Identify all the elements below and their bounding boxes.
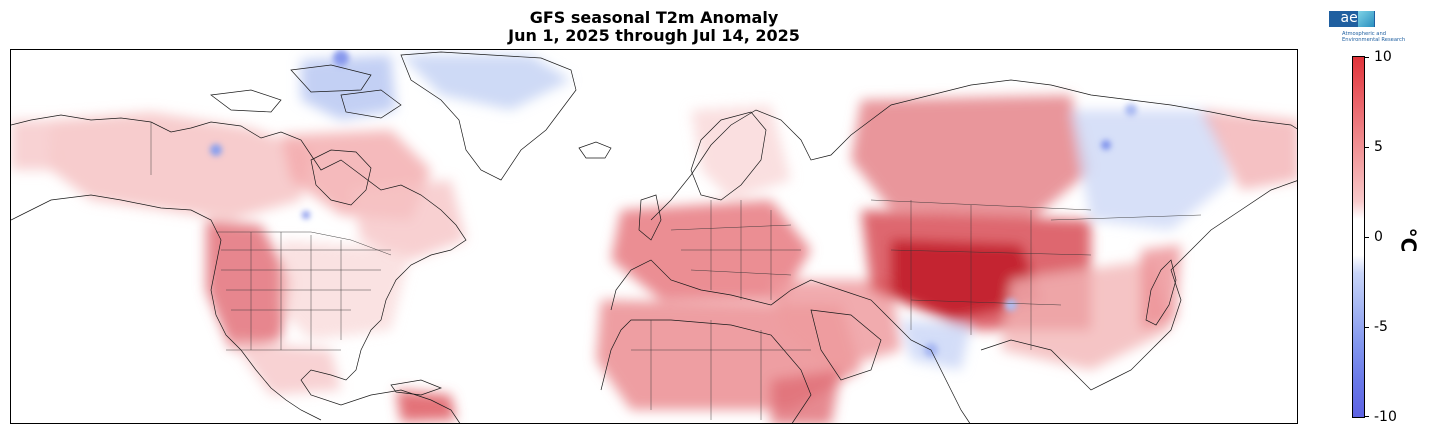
cool-anomaly-specks [210, 50, 1137, 357]
political-borders [150, 122, 1202, 420]
colorbar-tick-label: -10 [1374, 409, 1397, 425]
aer-logo-subtitle: Atmospheric and Environmental Research [1342, 31, 1405, 43]
map-title: GFS seasonal T2m Anomaly [529, 8, 779, 27]
colorbar-tick [1365, 416, 1369, 417]
colorbar-unit-label: °C [1396, 227, 1421, 253]
coastlines [11, 51, 1297, 423]
colorbar-tick [1365, 57, 1369, 58]
colorbar-tick-label: 10 [1374, 49, 1392, 65]
colorbar-tick [1365, 237, 1369, 238]
colorbar-tick-label: -5 [1374, 319, 1388, 335]
aer-logo-accent [1358, 11, 1374, 27]
anomaly-map [10, 49, 1298, 424]
colorbar-tick [1365, 147, 1369, 148]
colorbar [1352, 56, 1365, 418]
anomaly-shading [11, 55, 1297, 423]
colorbar-tick [1365, 327, 1369, 328]
aer-logo-subtitle-line1: Atmospheric and [1342, 31, 1387, 37]
map-date-range: Jun 1, 2025 through Jul 14, 2025 [508, 26, 800, 45]
colorbar-tick-label: 5 [1374, 139, 1383, 155]
colorbar-tick-label: 0 [1374, 229, 1383, 245]
aer-logo-subtitle-line2: Environmental Research [1342, 37, 1406, 43]
aer-logo: aer Atmospheric and Environmental Resear… [1328, 10, 1406, 46]
